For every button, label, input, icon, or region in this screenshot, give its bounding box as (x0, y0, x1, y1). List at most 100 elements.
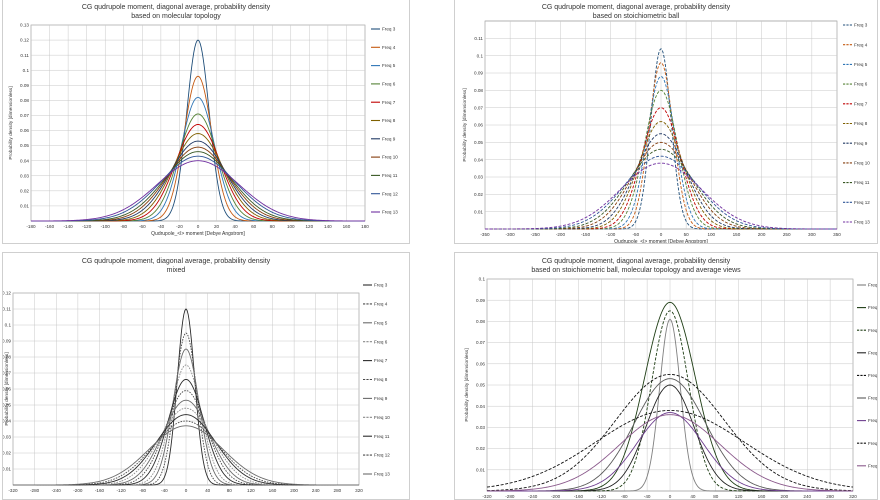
chart-panel-molecular-topology: -180 -160 -140 -120 -100 -80 -60 -40 -20 0 20 40 60 8… (2, 0, 410, 244)
y-tick-label: 0.08 (3, 355, 11, 360)
series-line (486, 373, 854, 492)
legend-label: Freq 11 (854, 180, 870, 185)
x-tick-label: -160 (95, 488, 105, 493)
series-line (486, 409, 854, 488)
legend-label: Freq 9 (374, 396, 388, 401)
y-tick-label: 0.02 (3, 451, 11, 456)
y-tick-label: 0.09 (474, 71, 483, 76)
legend-label: Freq 13 (854, 220, 870, 225)
x-tick-label: -120 (117, 488, 127, 493)
x-tick-label: -350 (480, 232, 490, 237)
legend-label: Freq 10 (854, 161, 870, 166)
chart-title: CG qudrupole moment, diagonal average, p… (3, 3, 349, 21)
x-tick-label: 350 (833, 232, 841, 237)
x-axis-label: Qudrupole_<l> moment [Debye Angstrom] (614, 239, 708, 244)
y-tick-label: 0.07 (474, 105, 483, 110)
legend-label: Freq 5t (868, 283, 878, 288)
legend-label: Freq 8 (382, 118, 396, 123)
y-tick-label: 0.01 (3, 467, 11, 472)
legend-label: Freq 4 (854, 42, 868, 47)
legend-label: Freq 12 (374, 453, 390, 458)
y-tick-label: 0.01 (474, 209, 483, 214)
legend-label: Freq 5m (868, 328, 878, 333)
x-tick-label: 200 (290, 488, 298, 493)
y-tick-label: 0.04 (474, 157, 483, 162)
y-tick-label: 0.06 (3, 387, 11, 392)
x-tick-label: 120 (247, 488, 255, 493)
chart-title-line-1: CG qudrupole moment, diagonal average, p… (541, 4, 731, 11)
legend-label: Freq 3 (854, 23, 868, 28)
y-tick-label: 0.11 (474, 36, 483, 41)
chart-panel-mixed: -320 -280 -240 -200 -160 -120 -80 -40 0 40 80 120 16… (2, 252, 410, 500)
chart-title-line-2: based on molecular topology (131, 13, 221, 20)
y-tick-label: 0.12 (20, 38, 29, 43)
chart-title-line-2: based on stoichiometric ball, molecular … (531, 267, 741, 274)
x-tick-label: -40 (158, 224, 165, 229)
y-tick-label: 0.03 (476, 425, 485, 430)
x-tick-label: 320 (355, 488, 363, 493)
x-tick-label: 180 (361, 224, 369, 229)
chart-svg: -320 -280 -240 -200 -160 -120 -80 -40 0 40 80 120 16… (464, 277, 878, 499)
chart-title-line-1: CG qudrupole moment, diagonal average, p… (541, 258, 731, 265)
legend-label: Freq 4 (382, 45, 396, 50)
legend-label: Freq 9m (868, 396, 878, 401)
series-line (485, 121, 837, 230)
y-axis-label: Probability density [dimensionless] (8, 86, 14, 159)
y-tick-label: 0.1 (5, 323, 12, 328)
x-tick-label: 160 (269, 488, 277, 493)
x-tick-label: -20 (176, 224, 183, 229)
x-tick-label: 50 (684, 232, 690, 237)
x-tick-label: -240 (52, 488, 62, 493)
x-tick-label: -60 (139, 224, 146, 229)
legend-label: Freq 12 (382, 191, 398, 196)
legend-label: Freq 7 (854, 101, 868, 106)
legend-label: Freq 9 (382, 136, 396, 141)
series-line (486, 414, 854, 492)
y-tick-label: 0.08 (476, 319, 485, 324)
y-tick-label: 0.1 (477, 53, 484, 58)
chart-svg: -320 -280 -240 -200 -160 -120 -80 -40 0 40 80 120 16… (3, 283, 390, 493)
y-axis-label: Probability density [dimensionless] (4, 352, 10, 425)
x-tick-label: -300 (506, 232, 516, 237)
y-tick-label: 0.07 (476, 340, 485, 345)
y-tick-label: 0.04 (476, 404, 485, 409)
x-tick-label: -120 (82, 224, 92, 229)
y-tick-label: 0.04 (3, 419, 11, 424)
y-tick-label: 0.08 (474, 88, 483, 93)
y-tick-label: 0.01 (476, 467, 485, 472)
chart-title: CG qudrupole moment, diagonal average, p… (3, 257, 349, 275)
chart-svg: -350 -300 -250 -200 -150 -100 -50 0 50 100 150 200 2… (462, 20, 870, 244)
x-tick-label: 0 (185, 488, 188, 493)
y-tick-label: 0.02 (476, 446, 485, 451)
y-tick-label: 0.09 (20, 83, 29, 88)
x-tick-label: 140 (324, 224, 332, 229)
x-tick-label: 40 (205, 488, 211, 493)
x-tick-label: 280 (334, 488, 342, 493)
y-tick-label: 0.1 (479, 277, 486, 282)
x-tick-label: 80 (270, 224, 276, 229)
y-tick-label: 0.05 (20, 143, 29, 148)
legend-label: Freq 5s (868, 305, 878, 310)
x-tick-label: -250 (531, 232, 541, 237)
chart-panel-stoichiometric-ball: -350 -300 -250 -200 -150 -100 -50 0 50 100 150 200 2… (454, 0, 878, 244)
legend-label: Freq 7 (374, 358, 388, 363)
y-tick-label: 0.09 (3, 339, 11, 344)
y-axis-label: Probability density [dimensionless] (464, 348, 470, 421)
legend-label: Freq 13m (868, 463, 878, 468)
x-tick-label: 0 (197, 224, 200, 229)
x-tick-label: -200 (73, 488, 83, 493)
legend-label: Freq 8 (374, 377, 388, 382)
x-tick-label: -140 (64, 224, 74, 229)
y-tick-label: 0.04 (20, 158, 29, 163)
y-tick-label: 0.13 (20, 23, 29, 28)
x-tick-label: -200 (556, 232, 566, 237)
x-tick-label: 100 (287, 224, 295, 229)
legend-label: Freq 11 (382, 173, 398, 178)
x-tick-label: 240 (312, 488, 320, 493)
series-line (485, 155, 837, 230)
chart-svg: -180 -160 -140 -120 -100 -80 -60 -40 -20 0 20 40 60 8… (8, 23, 398, 237)
y-tick-label: 0.02 (20, 188, 29, 193)
legend-label: Freq 9s (868, 373, 878, 378)
legend-label: Freq 9 (854, 141, 868, 146)
legend-label: Freq 13 (382, 210, 398, 215)
